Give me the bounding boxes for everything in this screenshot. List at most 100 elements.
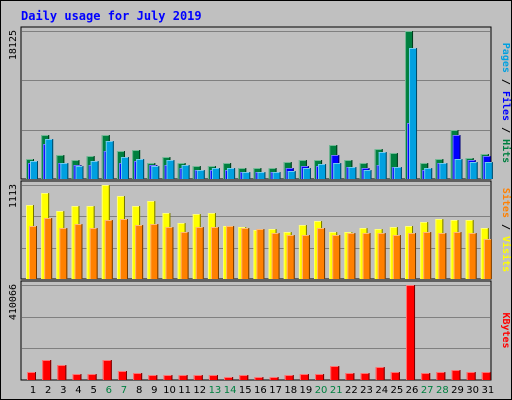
x-tick-label-day-21: 21 bbox=[330, 385, 343, 396]
bar-sites-day-31 bbox=[483, 239, 492, 279]
x-tick-label-day-10: 10 bbox=[163, 385, 176, 396]
legend-part: Visits bbox=[500, 236, 512, 272]
bar-sites-day-17 bbox=[271, 233, 280, 279]
bar-kbytes-day-7 bbox=[117, 371, 127, 380]
bar-pages-day-15 bbox=[242, 172, 251, 179]
bar-kbytes-day-18 bbox=[284, 375, 294, 380]
bar-kbytes-day-11 bbox=[178, 375, 188, 380]
legend-part: Pages bbox=[500, 43, 511, 73]
bar-kbytes-day-2 bbox=[42, 360, 52, 380]
x-tick-label-day-5: 5 bbox=[90, 385, 96, 396]
legend-part: / bbox=[500, 218, 511, 236]
bar-kbytes-day-14 bbox=[224, 377, 234, 380]
bar-kbytes-day-23 bbox=[360, 373, 370, 380]
bar-pages-day-13 bbox=[211, 168, 220, 179]
x-axis-day-labels: 1 2 3 4 5 6 7 8 9 10 11 12 13 14 15 16 17 18 19 20 21 22 23 24 2… bbox=[30, 385, 494, 396]
x-tick-label-day-3: 3 bbox=[60, 385, 66, 396]
bar-pages-day-2 bbox=[45, 139, 54, 179]
x-tick-label-day-17: 17 bbox=[269, 385, 282, 396]
bar-pages-day-5 bbox=[90, 161, 99, 179]
bar-kbytes-day-29 bbox=[451, 370, 461, 380]
x-tick-label-day-29: 29 bbox=[451, 385, 464, 396]
x-tick-label-day-18: 18 bbox=[284, 385, 297, 396]
legend-part: KBytes bbox=[500, 312, 511, 348]
bar-pages-day-7 bbox=[120, 157, 129, 179]
bar-pages-day-18 bbox=[287, 171, 296, 179]
bar-sites-day-2 bbox=[44, 218, 53, 279]
bar-sites-day-7 bbox=[119, 219, 128, 279]
bar-sites-day-19 bbox=[301, 235, 310, 279]
x-tick-label-day-13: 13 bbox=[209, 385, 222, 396]
y-max-tick-label: 410066 bbox=[8, 284, 19, 320]
bar-kbytes-day-5 bbox=[87, 374, 97, 380]
bar-kbytes-day-4 bbox=[72, 374, 82, 380]
bar-pages-day-22 bbox=[348, 167, 357, 179]
bar-sites-day-5 bbox=[89, 228, 98, 279]
legend-part: Sites bbox=[500, 188, 512, 218]
x-tick-label-day-4: 4 bbox=[75, 385, 81, 396]
x-tick-label-day-12: 12 bbox=[193, 385, 206, 396]
x-tick-label-day-23: 23 bbox=[360, 385, 373, 396]
bar-pages-day-29 bbox=[454, 159, 463, 179]
panel-requests: 18125 Pages / Files / Hits bbox=[8, 26, 512, 180]
x-tick-label-day-16: 16 bbox=[254, 385, 267, 396]
bar-pages-day-20 bbox=[318, 164, 327, 179]
chart-panels: 18125 Pages / Files / Hits 1113 Sites / Vis… bbox=[8, 26, 512, 381]
bar-kbytes-day-1 bbox=[27, 372, 36, 380]
x-tick-label-day-1: 1 bbox=[30, 385, 36, 396]
bar-sites-day-30 bbox=[468, 233, 477, 279]
bar-pages-day-24 bbox=[378, 152, 387, 179]
bar-kbytes-day-10 bbox=[163, 375, 173, 380]
bar-kbytes-day-28 bbox=[436, 372, 446, 380]
bar-sites-day-28 bbox=[438, 233, 447, 279]
x-tick-label-day-9: 9 bbox=[151, 385, 157, 396]
panel-kbytes-legend: KBytes bbox=[500, 312, 511, 348]
bar-sites-day-20 bbox=[317, 228, 326, 279]
bar-pages-day-30 bbox=[469, 162, 478, 179]
x-tick-label-day-6: 6 bbox=[106, 385, 112, 396]
bar-pages-day-26 bbox=[409, 48, 418, 179]
bar-pages-day-28 bbox=[439, 163, 448, 179]
bar-pages-day-19 bbox=[302, 168, 311, 179]
x-tick-label-day-7: 7 bbox=[121, 385, 127, 396]
bar-kbytes-day-30 bbox=[466, 372, 476, 380]
bar-kbytes-day-24 bbox=[375, 367, 385, 380]
x-tick-label-day-20: 20 bbox=[315, 385, 328, 396]
series-pages bbox=[30, 48, 493, 179]
x-tick-label-day-19: 19 bbox=[300, 385, 313, 396]
bar-pages-day-1 bbox=[30, 161, 38, 179]
bar-sites-day-29 bbox=[453, 232, 462, 279]
bar-kbytes-day-9 bbox=[148, 375, 158, 380]
bar-sites-day-8 bbox=[135, 225, 144, 279]
bar-sites-day-12 bbox=[195, 227, 204, 279]
bar-kbytes-day-16 bbox=[254, 377, 264, 380]
bar-sites-day-23 bbox=[362, 233, 371, 279]
x-tick-label-day-26: 26 bbox=[406, 385, 419, 396]
legend-part: Hits bbox=[500, 139, 512, 163]
bar-pages-day-21 bbox=[333, 163, 342, 179]
x-tick-label-day-25: 25 bbox=[391, 385, 404, 396]
bar-sites-day-14 bbox=[226, 226, 235, 279]
bar-pages-day-8 bbox=[136, 159, 145, 179]
bar-sites-day-3 bbox=[59, 228, 68, 279]
bar-kbytes-day-27 bbox=[421, 373, 431, 380]
bar-sites-day-13 bbox=[210, 227, 219, 279]
bar-kbytes-day-22 bbox=[345, 373, 355, 380]
y-max-tick-label: 18125 bbox=[8, 30, 19, 60]
bar-kbytes-day-31 bbox=[481, 372, 491, 380]
bar-kbytes-day-20 bbox=[315, 374, 325, 380]
bar-kbytes-day-15 bbox=[239, 375, 249, 380]
x-tick-label-day-2: 2 bbox=[45, 385, 51, 396]
bar-kbytes-day-21 bbox=[330, 366, 340, 380]
bar-sites-day-24 bbox=[377, 233, 386, 279]
bar-sites-day-21 bbox=[332, 235, 341, 279]
bar-pages-day-4 bbox=[75, 166, 84, 179]
bar-kbytes-day-8 bbox=[133, 373, 143, 380]
bar-pages-day-6 bbox=[105, 141, 114, 179]
x-tick-label-day-24: 24 bbox=[375, 385, 388, 396]
panel-background bbox=[20, 280, 492, 381]
bar-kbytes-day-6 bbox=[102, 360, 112, 380]
bar-sites-day-22 bbox=[347, 233, 356, 279]
panel-kbytes: 410066 KBytes bbox=[8, 280, 511, 381]
